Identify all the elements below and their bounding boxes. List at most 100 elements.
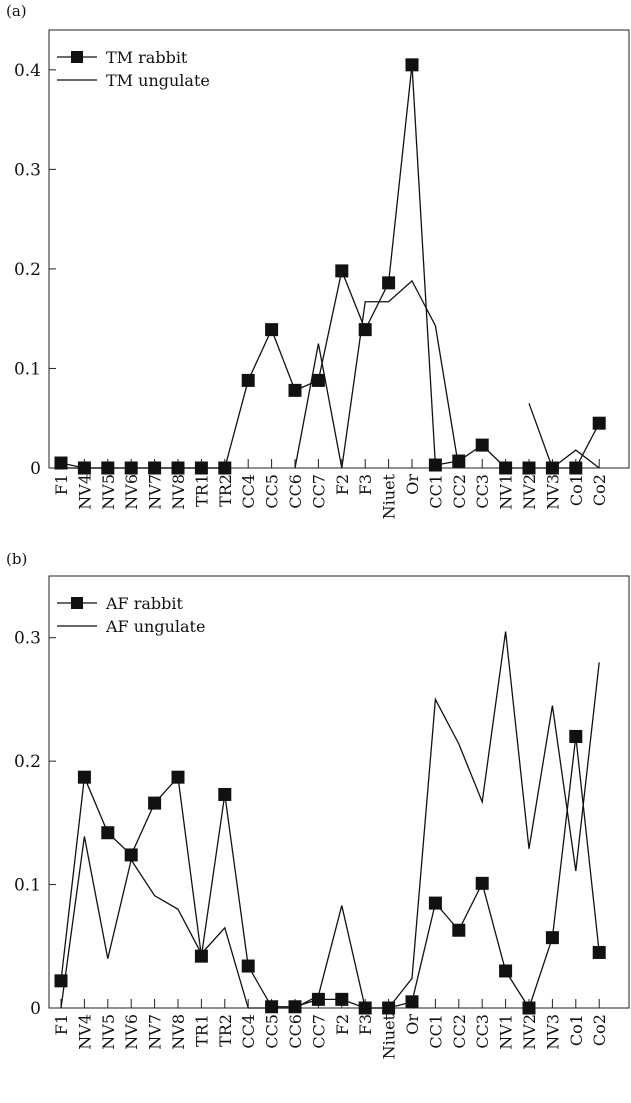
data-point-af-rabbit [77,770,91,784]
data-point-af-rabbit [194,949,208,963]
x-tick-label: NV2 [520,1014,539,1050]
x-tick-label: F2 [333,1014,352,1035]
x-tick-label: CC4 [239,1014,258,1049]
data-point-tm-rabbit [569,461,583,475]
x-tick-label: Co2 [590,1014,609,1046]
x-tick-label: NV7 [146,1014,165,1050]
legend-label-ungulate-b: AF ungulate [105,617,205,636]
x-tick-label: TR2 [216,474,235,507]
x-tick-label: Or [403,474,422,495]
data-point-tm-rabbit [592,416,606,430]
data-point-tm-rabbit [382,276,396,290]
x-tick-label: NV8 [169,474,188,510]
data-point-af-rabbit [171,770,185,784]
data-point-af-rabbit [265,1000,279,1014]
x-tick-label: CC7 [309,1014,328,1049]
series-line-tm-ungulate [294,279,460,469]
x-tick-label: CC2 [450,474,469,509]
y-tick-label: 0 [30,459,41,479]
data-point-af-rabbit [311,992,325,1006]
x-tick-label: F2 [333,474,352,495]
x-tick-label: NV6 [122,474,141,510]
plot-area-a [54,58,606,475]
data-point-tm-rabbit [54,456,68,470]
x-tick-label: CC1 [426,474,445,509]
x-tick-label: CC3 [473,474,492,509]
x-tick-label: CC6 [286,1014,305,1049]
y-axis-a: 0 0.1 0.2 0.3 0.4 [14,61,56,479]
x-tick-label: CC7 [309,474,328,509]
data-point-tm-rabbit [499,461,513,475]
chart-panel-a: (a) 0 0.1 0.2 0.3 0.4 F1 NV4 NV5 NV6 NV7 NV8 TR1 TR… [6,2,630,519]
data-point-af-rabbit [335,992,349,1006]
series-line-tm-ungulate [528,403,600,470]
data-point-af-rabbit [452,923,466,937]
data-point-af-rabbit [475,876,489,890]
data-point-af-rabbit [405,995,419,1009]
x-tick-label: F1 [52,474,71,495]
data-point-tm-rabbit [522,461,536,475]
x-tick-label: NV4 [75,474,94,510]
legend-label-ungulate-a: TM ungulate [106,71,210,90]
x-tick-label: NV5 [99,474,118,510]
panel-label-b: (b) [6,550,27,568]
x-tick-label: NV3 [543,1014,562,1050]
data-point-af-rabbit [241,959,255,973]
x-tick-label: Niuet [380,473,399,519]
y-tick-label: 0.2 [14,260,41,280]
data-point-af-rabbit [218,787,232,801]
x-tick-label: CC5 [263,1014,282,1049]
data-point-tm-rabbit [405,58,419,72]
x-tick-label: Co1 [567,1014,586,1046]
x-tick-label: Or [403,1014,422,1035]
x-tick-label: NV3 [543,474,562,510]
x-tick-label: NV2 [520,474,539,510]
plot-area-b [54,631,606,1015]
data-point-tm-rabbit [265,323,279,337]
data-point-tm-rabbit [475,438,489,452]
data-point-af-rabbit [569,729,583,743]
data-point-af-rabbit [522,1001,536,1015]
x-tick-label: NV7 [146,474,165,510]
legend-label-rabbit-a: TM rabbit [106,48,188,67]
x-tick-label: CC6 [286,474,305,509]
x-tick-label: NV4 [75,1014,94,1050]
legend-a: TM rabbit TM ungulate [57,48,210,90]
x-tick-label: NV8 [169,1014,188,1050]
data-point-af-rabbit [124,848,138,862]
x-tick-label: TR1 [192,1014,211,1047]
y-tick-label: 0.1 [14,876,41,896]
y-tick-label: 0.4 [14,61,41,81]
x-tick-label: NV1 [497,1014,516,1050]
data-point-tm-rabbit [428,458,442,472]
data-point-tm-rabbit [241,373,255,387]
x-tick-label: F1 [52,1014,71,1035]
x-tick-label: Co1 [567,474,586,506]
x-tick-label: F3 [356,1014,375,1035]
legend-marker-rabbit-b [71,597,83,609]
y-tick-label: 0.3 [14,629,41,649]
x-tick-label: CC1 [426,1014,445,1049]
legend-b: AF rabbit AF ungulate [57,594,205,636]
panel-label-a: (a) [6,2,27,20]
x-tick-label: TR1 [192,474,211,507]
legend-label-rabbit-b: AF rabbit [105,594,184,613]
plot-frame-a [48,29,630,469]
legend-marker-rabbit-a [71,51,83,63]
data-point-tm-rabbit [335,264,349,278]
x-tick-label: CC2 [450,1014,469,1049]
data-point-af-rabbit [592,945,606,959]
x-axis-b: F1 NV4 NV5 NV6 NV7 NV8 TR1 TR2 CC4 CC5 CC6 CC7 F2 F3 N… [52,999,609,1059]
data-point-tm-rabbit [288,383,302,397]
x-tick-label: NV1 [497,474,516,510]
series-line-af-rabbit [60,736,600,1010]
x-tick-label: NV5 [99,1014,118,1050]
data-point-af-rabbit [101,826,115,840]
y-tick-label: 0.1 [14,359,41,379]
data-point-af-rabbit [545,931,559,945]
data-point-tm-rabbit [452,454,466,468]
y-tick-label: 0.2 [14,752,41,772]
series-line-af-ungulate [60,631,600,1009]
y-tick-label: 0 [30,999,41,1019]
